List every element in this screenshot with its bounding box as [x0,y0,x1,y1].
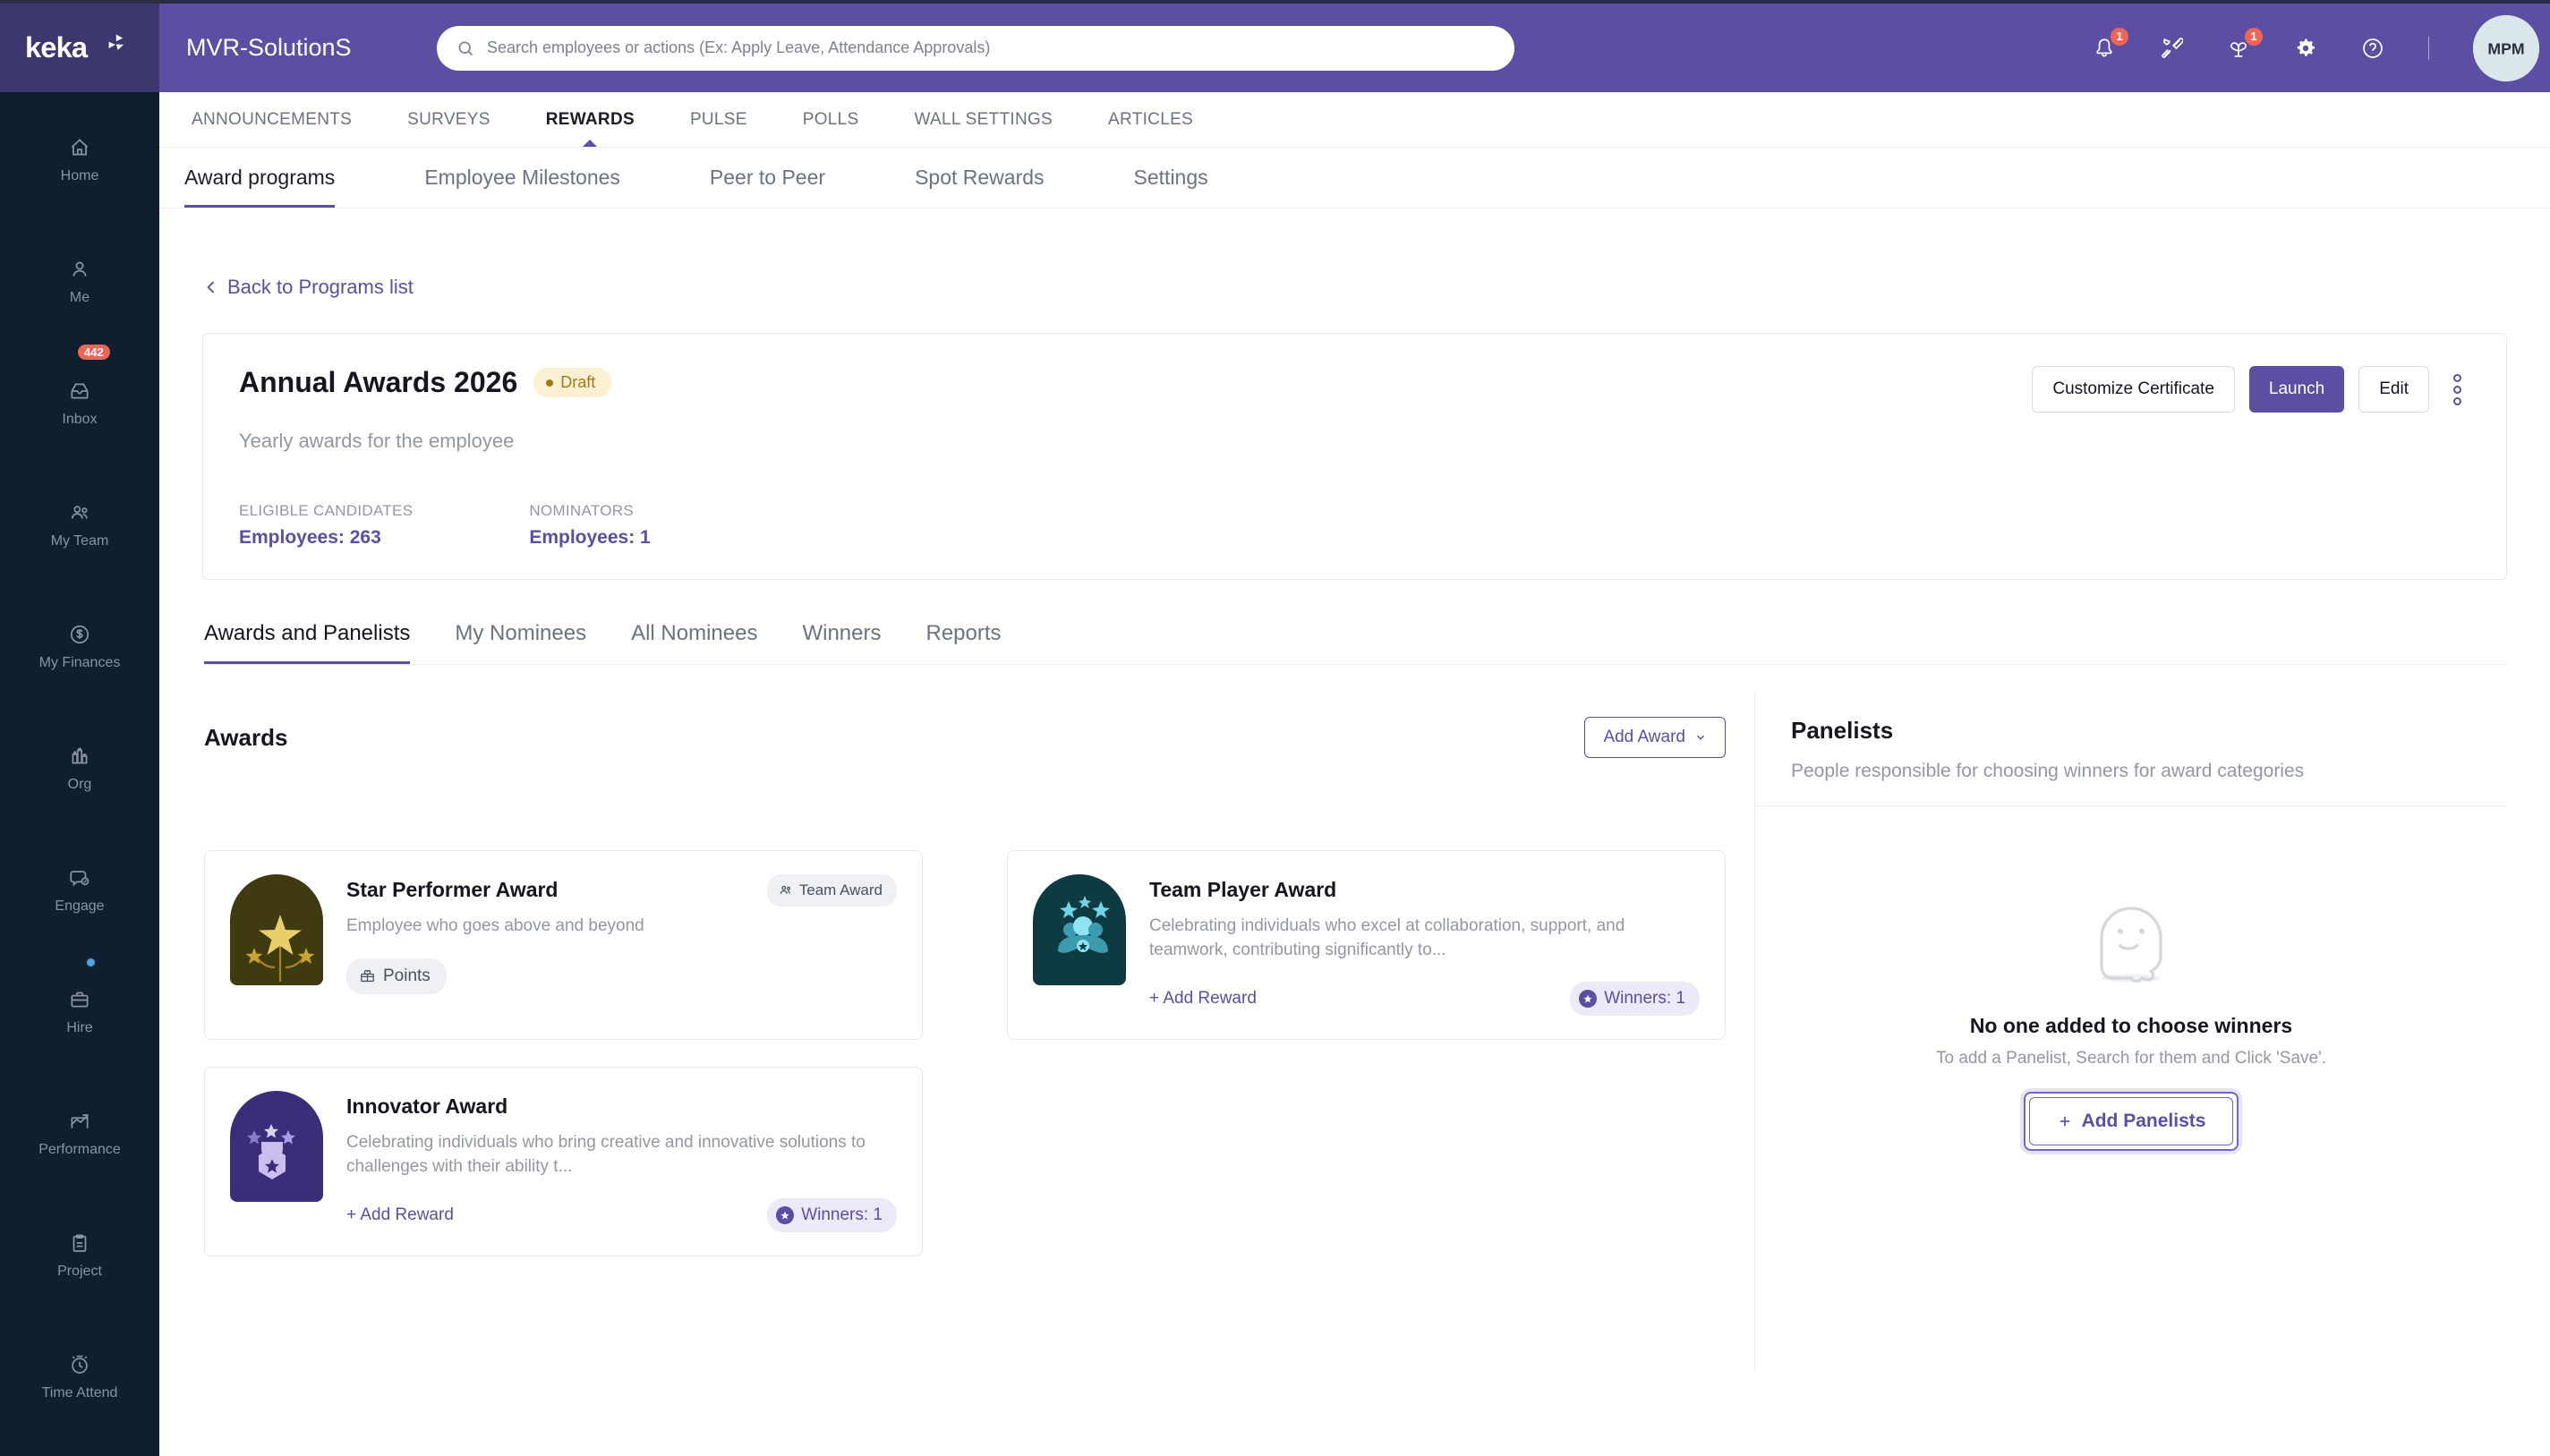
svg-text:MPM: MPM [2487,39,2524,57]
svg-text:keka: keka [25,30,89,64]
